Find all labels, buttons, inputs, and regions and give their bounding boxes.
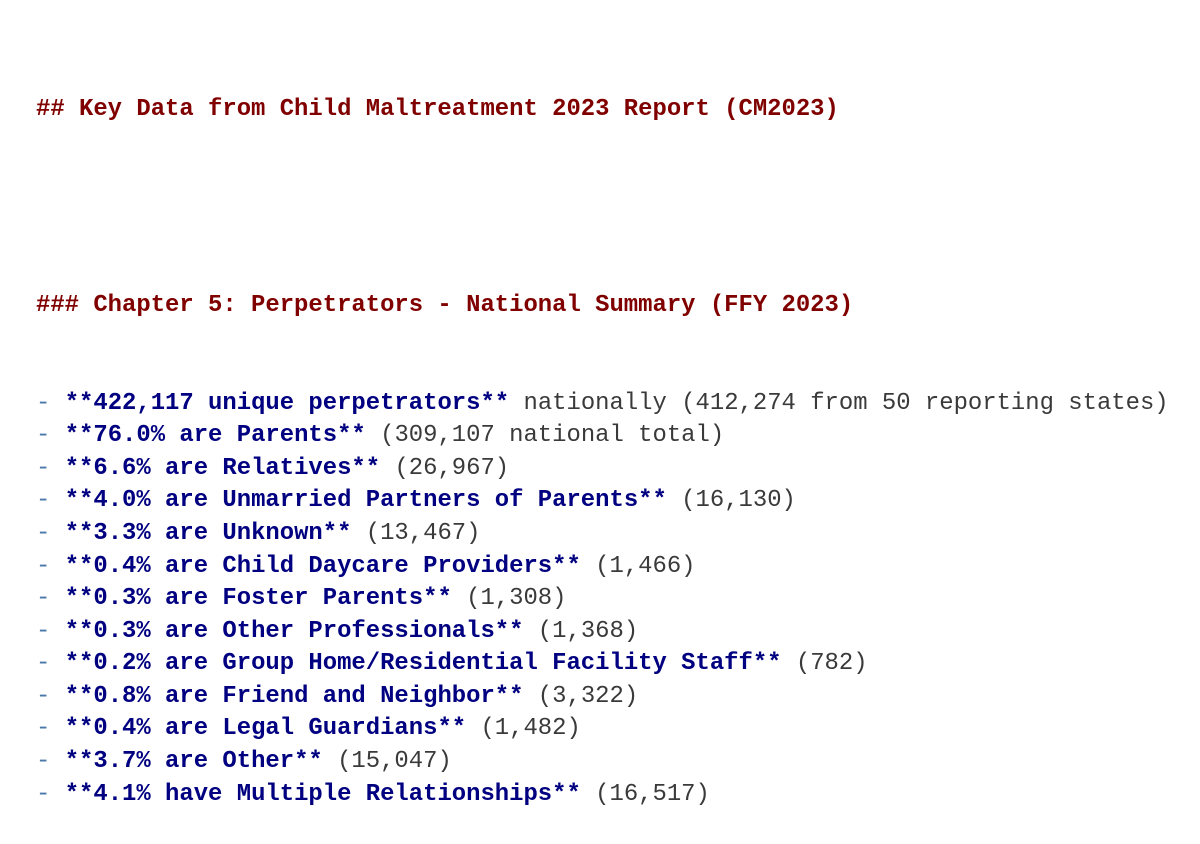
list-item: - **3.7% are Other** (15,047) bbox=[36, 746, 1169, 779]
bold-text: **0.2% are Group Home/Residential Facili… bbox=[64, 650, 782, 678]
list-item: - **4.1% have Multiple Relationships** (… bbox=[36, 779, 1169, 812]
bold-text: **4.1% have Multiple Relationships** bbox=[64, 780, 581, 808]
list-item: - **3.3% are Unknown** (13,467) bbox=[36, 518, 1169, 551]
bullet-marker: - bbox=[36, 617, 65, 645]
list-item: - **0.8% are Friend and Neighbor** (3,32… bbox=[36, 681, 1169, 714]
blank-line bbox=[36, 192, 1169, 225]
plain-text: (15,047) bbox=[322, 748, 452, 776]
list-item: - **0.3% are Other Professionals** (1,36… bbox=[36, 616, 1169, 649]
plain-text: (1,308) bbox=[451, 585, 567, 613]
plain-text: (16,517) bbox=[580, 780, 710, 808]
list-item: - **0.4% are Child Daycare Providers** (… bbox=[36, 551, 1169, 584]
bold-text: **0.3% are Foster Parents** bbox=[64, 585, 452, 613]
list-item: - **0.3% are Foster Parents** (1,308) bbox=[36, 583, 1169, 616]
bullet-marker: - bbox=[36, 780, 65, 808]
heading-h2: ## Key Data from Child Maltreatment 2023… bbox=[36, 96, 839, 124]
plain-text: (309,107 national total) bbox=[365, 422, 725, 450]
plain-text: (1,368) bbox=[523, 617, 639, 645]
plain-text: (3,322) bbox=[523, 682, 639, 710]
bold-text: **0.4% are Child Daycare Providers** bbox=[64, 552, 581, 580]
bullet-marker: - bbox=[36, 519, 65, 547]
bullet-marker: - bbox=[36, 585, 65, 613]
plain-text: (16,130) bbox=[666, 487, 796, 515]
bold-text: **0.8% are Friend and Neighbor** bbox=[64, 682, 524, 710]
plain-text: (26,967) bbox=[380, 454, 510, 482]
list-item: - **6.6% are Relatives** (26,967) bbox=[36, 453, 1169, 486]
plain-text: (13,467) bbox=[351, 519, 481, 547]
bullet-marker: - bbox=[36, 389, 65, 417]
bold-text: **422,117 unique perpetrators** bbox=[64, 389, 510, 417]
bold-text: **76.0% are Parents** bbox=[64, 422, 366, 450]
bold-text: **6.6% are Relatives** bbox=[64, 454, 381, 482]
bold-text: **0.3% are Other Professionals** bbox=[64, 617, 524, 645]
plain-text: (1,482) bbox=[466, 715, 581, 743]
perpetrator-list: - **422,117 unique perpetrators** nation… bbox=[36, 388, 1169, 812]
list-item: - **4.0% are Unmarried Partners of Paren… bbox=[36, 485, 1169, 518]
markdown-document: ## Key Data from Child Maltreatment 2023… bbox=[36, 29, 1169, 844]
list-item: - **0.2% are Group Home/Residential Faci… bbox=[36, 648, 1169, 681]
bold-text: **3.7% are Other** bbox=[64, 748, 323, 776]
bold-text: **0.4% are Legal Guardians** bbox=[64, 715, 467, 743]
bullet-marker: - bbox=[36, 487, 65, 515]
list-item: - **0.4% are Legal Guardians** (1,482) bbox=[36, 713, 1169, 746]
plain-text: nationally (412,274 from 50 reporting st… bbox=[509, 389, 1169, 417]
list-item: - **76.0% are Parents** (309,107 nationa… bbox=[36, 420, 1169, 453]
plain-text: (1,466) bbox=[580, 552, 696, 580]
bullet-marker: - bbox=[36, 422, 65, 450]
bullet-marker: - bbox=[36, 715, 65, 743]
plain-text: (782) bbox=[781, 650, 868, 678]
heading-h3: ### Chapter 5: Perpetrators - National S… bbox=[36, 291, 854, 319]
list-item: - **422,117 unique perpetrators** nation… bbox=[36, 388, 1169, 421]
bullet-marker: - bbox=[36, 454, 65, 482]
bold-text: **3.3% are Unknown** bbox=[64, 519, 352, 547]
bullet-marker: - bbox=[36, 748, 65, 776]
bold-text: **4.0% are Unmarried Partners of Parents… bbox=[64, 487, 667, 515]
bullet-marker: - bbox=[36, 682, 65, 710]
bullet-marker: - bbox=[36, 650, 65, 678]
bullet-marker: - bbox=[36, 552, 65, 580]
